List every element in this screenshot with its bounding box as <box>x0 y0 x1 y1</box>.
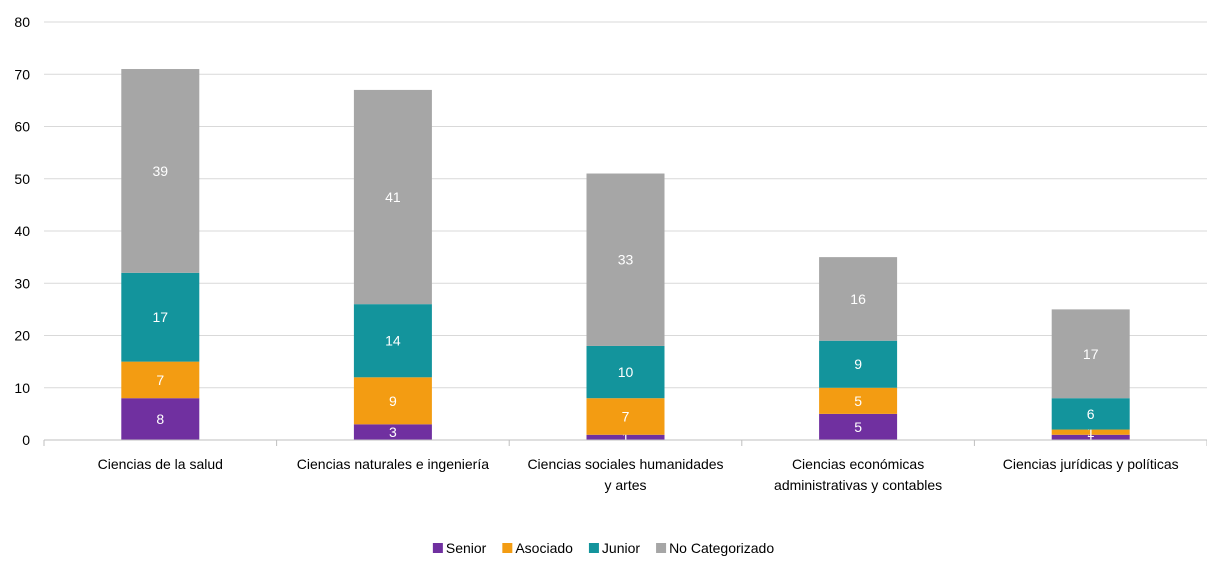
legend-swatch <box>656 543 667 553</box>
data-label: 10 <box>618 364 634 380</box>
y-axis: 0 10 20 30 40 50 60 70 80 <box>14 14 30 448</box>
data-label: 33 <box>618 252 634 268</box>
data-label: 7 <box>622 408 630 424</box>
data-label: 9 <box>854 356 862 372</box>
data-label: 5 <box>854 393 862 409</box>
bar-segment <box>819 413 898 440</box>
bar-segment <box>1051 398 1130 430</box>
bar-segment <box>586 173 665 346</box>
y-tick-label: 50 <box>14 171 30 187</box>
data-label: 16 <box>850 291 866 307</box>
data-label: 41 <box>385 189 401 205</box>
x-tick-label: administrativas y contables <box>774 477 942 493</box>
legend-swatch <box>432 543 443 553</box>
bar-segment <box>121 272 200 362</box>
y-tick-label: 60 <box>14 119 30 135</box>
data-label: 1 <box>622 429 630 445</box>
legend-label: Asociado <box>515 540 573 556</box>
x-axis: Ciencias de la salud Ciencias naturales e… <box>43 439 1207 493</box>
bar-segment <box>586 434 665 440</box>
data-label: 6 <box>1087 406 1095 422</box>
bar-segment <box>586 398 665 435</box>
y-tick-label: 0 <box>22 432 30 448</box>
legend-swatch <box>588 543 599 553</box>
y-tick-label: 70 <box>14 66 30 82</box>
bar-segment <box>121 69 200 273</box>
data-label: 9 <box>389 393 397 409</box>
x-tick-label: Ciencias de la salud <box>98 456 223 472</box>
x-tick-label: Ciencias jurídicas y políticas <box>1003 456 1179 472</box>
bar-segment <box>353 377 432 425</box>
legend-label: Junior <box>602 540 640 556</box>
x-tick-label: Ciencias económicas <box>792 456 924 472</box>
x-tick-label: Ciencias naturales e ingeniería <box>297 456 489 472</box>
data-label: 17 <box>153 309 169 325</box>
y-tick-label: 80 <box>14 14 30 30</box>
data-label: 7 <box>156 372 164 388</box>
bar-segment <box>1051 429 1130 435</box>
x-tick-label: y artes <box>604 477 646 493</box>
bar-segment <box>819 340 898 388</box>
bar-segment <box>353 304 432 378</box>
legend-swatch <box>502 543 513 553</box>
bar-segment <box>353 89 432 305</box>
bar-segment <box>353 424 432 440</box>
y-tick-label: 40 <box>14 223 30 239</box>
data-label: 1 <box>1087 429 1095 445</box>
data-label: 17 <box>1083 346 1099 362</box>
bar-segment <box>819 257 898 341</box>
data-label: 1 <box>1087 424 1095 440</box>
bar-segment <box>819 387 898 414</box>
data-label: 5 <box>854 419 862 435</box>
bar-segment <box>1051 434 1130 440</box>
legend: Senior Asociado Junior No Categorizado <box>432 540 774 556</box>
bar-segment <box>121 398 200 440</box>
bar-segment <box>1051 309 1130 399</box>
data-label: 3 <box>389 424 397 440</box>
data-label: 14 <box>385 333 401 349</box>
y-tick-label: 20 <box>14 328 30 344</box>
y-tick-label: 10 <box>14 380 30 396</box>
legend-label: No Categorizado <box>669 540 774 556</box>
data-label: 8 <box>156 411 164 427</box>
bar-segment <box>586 345 665 399</box>
x-tick-label: Ciencias sociales humanidades <box>527 456 723 472</box>
legend-label: Senior <box>446 540 487 556</box>
bar-segment <box>121 361 200 399</box>
data-label: 39 <box>153 163 169 179</box>
y-tick-label: 30 <box>14 275 30 291</box>
